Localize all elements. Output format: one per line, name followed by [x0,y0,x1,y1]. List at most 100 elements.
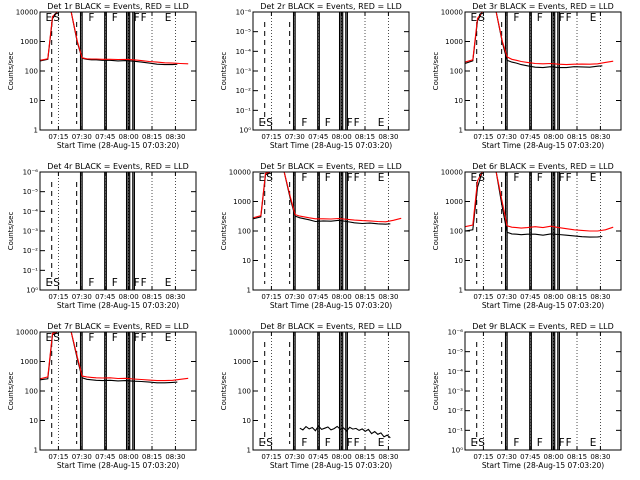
flag-letter: F [566,172,572,184]
y-axis-label: Counts/sec [7,372,15,411]
flag-letter: F [88,277,94,289]
plot-frame [39,331,197,451]
panel-title: Det 9r BLACK = Events, RED = LLD [472,322,614,331]
y-tick-label: 10000 [229,169,251,177]
flag-letter: F [141,12,147,24]
flag-letter: E [258,437,265,449]
y-tick-label: 10 [29,417,38,425]
flag-letter: F [537,437,543,449]
x-tick-label: 07:30 [285,453,305,461]
y-tick-label: 10 [454,257,463,265]
x-tick-label: 07:30 [497,293,517,301]
y-tick-label: 1 [247,447,251,455]
flag-letter: E [590,437,597,449]
flag-letter: F [301,437,307,449]
y-tick-label: 1000 [233,198,251,206]
flag-letter: S [478,437,485,449]
x-tick-label: 08:30 [590,293,610,301]
plot-frame [39,171,197,291]
x-tick-label: 08:15 [355,453,375,461]
y-tick-label: 10⁻¹ [236,107,252,115]
y-axis-label: Counts/sec [432,212,440,251]
flag-letter: F [134,12,140,24]
x-axis-label: Start Time (28-Aug-15 07:03:20) [57,461,179,470]
x-tick-label: 07:15 [48,133,68,141]
flag-letter: S [266,117,273,129]
flag-letter: F [537,12,543,24]
detector-panel: Det 6r BLACK = Events, RED = LLD 1 10 100 10… [432,162,622,310]
y-tick-label: 10⁰ [239,127,251,135]
x-axis-label: Start Time (28-Aug-15 07:03:20) [270,301,392,310]
x-tick-label: 07:45 [308,453,328,461]
y-tick-label: 10⁻¹ [23,267,39,275]
flag-letter: E [258,172,265,184]
x-tick-label: 07:45 [520,293,540,301]
y-tick-label: 10⁻³ [236,68,252,76]
detector-panel: Det 9r BLACK = Events, RED = LLD 10⁰ 10⁻¹ 1… [432,322,622,470]
y-tick-label: 10⁻⁵ [23,188,39,196]
x-axis-label: Start Time (28-Aug-15 07:03:20) [57,141,179,150]
x-tick-label: 08:00 [119,133,139,141]
flag-letter: E [470,172,477,184]
y-tick-label: 1000 [20,358,38,366]
y-tick-label: 10⁻⁶ [236,9,252,17]
events-series-line [40,12,178,66]
x-tick-label: 08:00 [544,453,564,461]
flag-letter: F [513,437,519,449]
x-tick-label: 07:15 [473,453,493,461]
y-tick-label: 10000 [441,9,463,17]
y-tick-label: 1000 [233,358,251,366]
x-tick-label: 07:45 [95,453,115,461]
y-tick-label: 10⁰ [451,447,463,455]
y-tick-label: 10 [242,417,251,425]
x-tick-label: 08:15 [355,293,375,301]
y-tick-label: 1000 [445,38,463,46]
x-tick-label: 07:15 [48,453,68,461]
y-tick-label: 10⁻⁵ [448,348,464,356]
flag-letter: E [258,117,265,129]
detector-panel: Det 3r BLACK = Events, RED = LLD 1 10 100 10… [432,2,622,150]
x-tick-label: 07:45 [308,133,328,141]
flag-letter: F [112,277,118,289]
flag-letter: F [88,12,94,24]
x-axis-label: Start Time (28-Aug-15 07:03:20) [270,461,392,470]
x-tick-label: 07:15 [261,293,281,301]
flag-letter: S [266,437,273,449]
panel-title: Det 1r BLACK = Events, RED = LLD [47,2,189,11]
plot-frame [252,331,410,451]
flag-letter: E [45,277,52,289]
x-tick-label: 07:45 [520,133,540,141]
y-tick-label: 10⁻³ [23,228,39,236]
lld-series-line [465,12,614,66]
x-tick-label: 08:30 [378,453,398,461]
x-axis-label: Start Time (28-Aug-15 07:03:20) [482,461,604,470]
y-axis-label: Counts/sec [432,52,440,91]
x-tick-label: 08:00 [544,293,564,301]
lld-series-line [253,172,402,223]
flag-letter: F [559,12,565,24]
flag-letter: S [53,12,60,24]
flag-letter: E [378,117,385,129]
x-tick-label: 08:15 [142,133,162,141]
y-tick-label: 10⁻⁶ [448,329,464,337]
flag-letter: F [354,172,360,184]
panel-title: Det 8r BLACK = Events, RED = LLD [260,322,402,331]
y-tick-label: 100 [238,228,251,236]
x-tick-label: 08:00 [119,453,139,461]
flag-letter: F [325,437,331,449]
x-tick-label: 07:30 [497,453,517,461]
flag-letter: E [378,437,385,449]
detector-panel: Det 2r BLACK = Events, RED = LLD 10⁰ 10⁻¹ 1… [220,2,410,150]
flag-letter: E [165,332,172,344]
panel-title: Det 2r BLACK = Events, RED = LLD [260,2,402,11]
events-series-line [299,425,391,439]
y-tick-label: 1000 [445,198,463,206]
x-tick-label: 08:15 [567,133,587,141]
x-tick-label: 07:45 [520,453,540,461]
x-tick-label: 08:00 [332,293,352,301]
flag-letter: F [513,12,519,24]
detector-panel: Det 7r BLACK = Events, RED = LLD 1 10 100 10… [7,322,197,470]
flag-letter: F [347,172,353,184]
x-tick-label: 07:30 [72,133,92,141]
x-tick-label: 08:30 [590,133,610,141]
